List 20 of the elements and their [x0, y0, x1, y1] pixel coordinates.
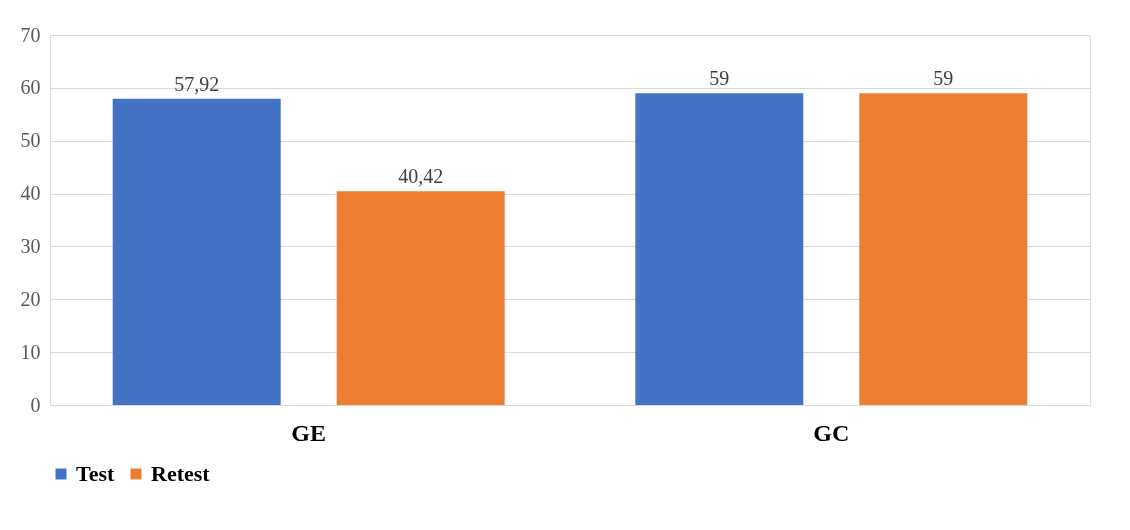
- legend-label: Retest: [151, 461, 211, 486]
- y-tick-label: 20: [20, 287, 41, 310]
- y-tick-label: 50: [20, 129, 41, 152]
- data-label: 59: [933, 67, 954, 90]
- y-tick-label: 0: [30, 393, 41, 416]
- x-tick-label: GC: [813, 419, 850, 446]
- bar: [635, 93, 804, 405]
- y-tick-label: 70: [20, 23, 41, 46]
- y-tick-label: 10: [20, 340, 41, 363]
- bar: [859, 93, 1028, 405]
- y-tick-label: 40: [20, 182, 41, 205]
- data-label: 40,42: [398, 165, 444, 188]
- data-label: 57,92: [174, 72, 220, 95]
- bar: [336, 191, 505, 405]
- legend-label: Test: [76, 461, 115, 486]
- x-tick-label: GE: [291, 419, 327, 446]
- bar: [112, 98, 281, 405]
- data-label: 59: [709, 67, 730, 90]
- y-tick-label: 60: [20, 76, 41, 99]
- y-tick-label: 30: [20, 234, 41, 257]
